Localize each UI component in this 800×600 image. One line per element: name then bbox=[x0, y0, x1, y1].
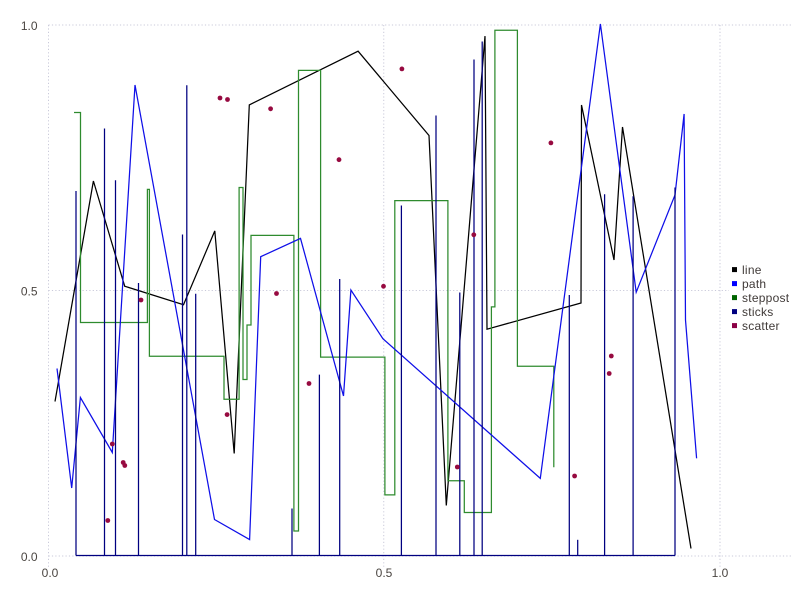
svg-text:steppost: steppost bbox=[742, 291, 790, 305]
svg-text:0.0: 0.0 bbox=[21, 550, 38, 564]
svg-text:1.0: 1.0 bbox=[21, 19, 38, 33]
svg-text:0.0: 0.0 bbox=[42, 566, 59, 580]
svg-text:1.0: 1.0 bbox=[712, 566, 729, 580]
svg-text:sticks: sticks bbox=[742, 305, 774, 319]
svg-text:scatter: scatter bbox=[742, 319, 780, 333]
svg-text:line: line bbox=[742, 263, 762, 277]
svg-text:path: path bbox=[742, 277, 766, 291]
svg-text:0.5: 0.5 bbox=[376, 566, 393, 580]
svg-text:0.5: 0.5 bbox=[21, 285, 38, 299]
